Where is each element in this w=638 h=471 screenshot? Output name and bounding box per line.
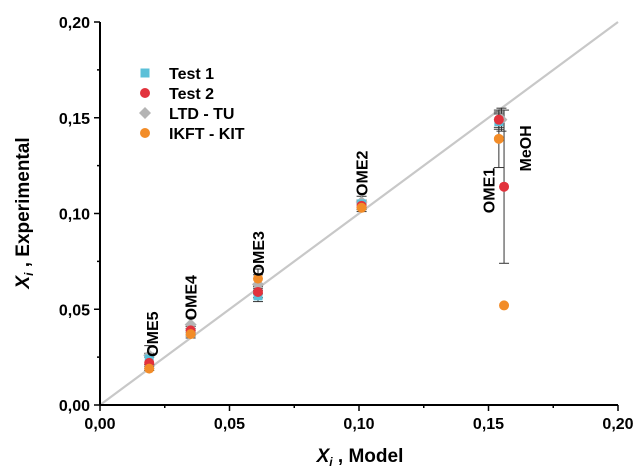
y-axis-title-rest: , Experimental [13,137,34,272]
x-tick-label: 0,00 [84,416,115,433]
y-tick-label: 0,15 [59,111,90,128]
diagonal-line [99,21,619,406]
annotation-label: MeOH [518,125,535,171]
annotation-label: OME3 [251,231,268,276]
y-tick-label: 0,10 [59,207,90,224]
legend-marker [140,68,150,78]
legend-marker [140,128,150,138]
y-axis-title: Xi , Experimental [13,137,36,289]
legend-marker [139,107,151,119]
data-point [493,114,504,125]
x-axis-title: Xi , Model [316,446,404,469]
annotation-label: OME1 [482,168,499,213]
annotation-label: OME5 [145,311,162,356]
x-axis-title-sub: i [329,455,333,469]
x-tick-label: 0,05 [214,416,245,433]
data-point [252,287,263,298]
data-point [499,300,510,311]
x-tick-label: 0,20 [602,416,633,433]
y-tick-label: 0,20 [59,15,90,32]
y-axis-title-main: X [13,275,34,290]
data-point [185,329,196,340]
x-tick-label: 0,10 [343,416,374,433]
x-axis-title-rest: , Model [333,446,404,467]
annotation-label: OME4 [184,275,201,320]
x-tick-label: 0,15 [473,416,504,433]
data-point [144,363,155,374]
y-tick-label: 0,00 [59,398,90,415]
data-point [252,273,263,284]
annotation-label: OME2 [355,151,372,196]
legend-label: LTD - TU [169,106,234,123]
data-point [356,202,367,213]
data-point [493,133,504,144]
legend: Test 1 Test 2 LTD - TU IKFT - KIT [139,66,245,143]
ticks-layer: 0,00 0,05 0,10 0,15 0,20 0,00 0,05 0,10 0,15 0,20 [59,15,634,433]
annotations-layer: OME5 OME4 OME3 OME2 OME1 MeOH [145,125,535,357]
legend-label: Test 1 [169,66,214,83]
y-tick-label: 0,05 [59,302,90,319]
data-point [499,181,510,192]
legend-label: Test 2 [169,86,214,103]
points-layer [143,113,510,374]
y-axis-title-sub: i [22,272,36,276]
diagonal-layer [99,21,619,406]
legend-marker [140,88,150,98]
x-axis-title-main: X [316,446,331,467]
legend-label: IKFT - KIT [169,126,245,143]
